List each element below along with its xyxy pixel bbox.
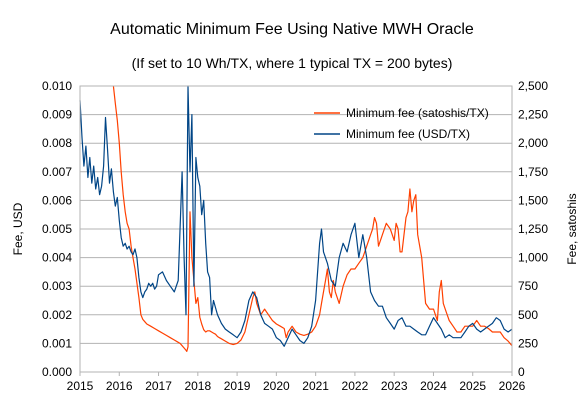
y-axis-title: Fee, USD (11, 202, 25, 255)
y2-axis-title: Fee, satoshis (565, 193, 579, 264)
y-tick-label: 0.009 (42, 108, 72, 122)
legend: Minimum fee (satoshis/TX) Minimum fee (U… (314, 106, 489, 141)
series-line-usd (79, 85, 513, 347)
y2-axis-ticks: 0 250 500 750 1,000 1,250 1,500 1,750 2,000 2,250… (518, 79, 548, 379)
y-tick-label: 0.003 (42, 279, 72, 293)
y2-tick-label: 2,500 (518, 79, 548, 93)
x-tick-label: 2022 (342, 379, 369, 393)
y2-tick-label: 2,000 (518, 136, 548, 150)
x-tick-label: 2025 (459, 379, 486, 393)
x-tick-label: 2019 (224, 379, 251, 393)
y2-tick-label: 0 (518, 365, 525, 379)
y-axis-ticks: 0.000 0.001 0.002 0.003 0.004 0.005 0.006 0.007… (42, 79, 72, 379)
y2-tick-label: 250 (518, 336, 538, 350)
series-line-satoshis (112, 85, 513, 352)
x-tick-label: 2018 (184, 379, 211, 393)
y2-tick-label: 500 (518, 308, 538, 322)
x-tick-label: 2026 (499, 379, 526, 393)
y2-tick-label: 2,250 (518, 108, 548, 122)
y2-tick-label: 1,250 (518, 222, 548, 236)
y2-tick-label: 1,500 (518, 193, 548, 207)
chart-subtitle: (If set to 10 Wh/TX, where 1 typical TX … (132, 55, 453, 71)
y-tick-label: 0.000 (42, 365, 72, 379)
legend-label-usd: Minimum fee (USD/TX) (346, 127, 470, 141)
legend-label-satoshis: Minimum fee (satoshis/TX) (346, 106, 489, 120)
x-tick-label: 2017 (145, 379, 172, 393)
y-tick-label: 0.007 (42, 165, 72, 179)
x-tick-label: 2023 (381, 379, 408, 393)
y2-tick-label: 1,000 (518, 251, 548, 265)
series-layer (79, 85, 513, 352)
y-tick-label: 0.002 (42, 308, 72, 322)
chart-title: Automatic Minimum Fee Using Native MWH O… (110, 21, 474, 38)
y-tick-label: 0.010 (42, 79, 72, 93)
x-tick-label: 2015 (67, 379, 94, 393)
x-axis-ticks: 2015 2016 2017 2018 2019 2020 2021 2022 2023 2024… (67, 372, 526, 393)
x-tick-label: 2021 (302, 379, 329, 393)
y2-tick-label: 1,750 (518, 165, 548, 179)
y-tick-label: 0.005 (42, 222, 72, 236)
y-tick-label: 0.004 (42, 251, 72, 265)
y-tick-label: 0.006 (42, 193, 72, 207)
plot-frame (79, 85, 513, 373)
y-tick-label: 0.001 (42, 336, 72, 350)
y-tick-label: 0.008 (42, 136, 72, 150)
x-tick-label: 2020 (263, 379, 290, 393)
x-tick-label: 2024 (420, 379, 447, 393)
x-tick-label: 2016 (106, 379, 133, 393)
y2-tick-label: 750 (518, 279, 538, 293)
